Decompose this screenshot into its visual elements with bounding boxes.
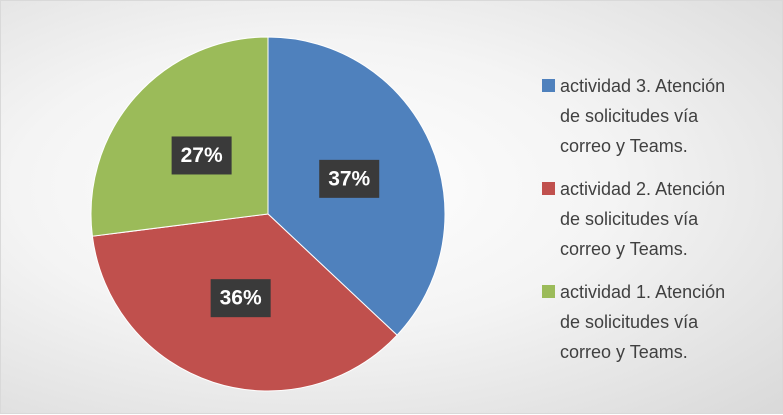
data-label-box [171,136,232,175]
legend-text: actividad 3. Atención de solicitudes vía… [560,76,726,156]
legend-item: actividad 3. Atención de solicitudes vía… [542,71,742,161]
legend-swatch [542,182,555,195]
data-label: 37% [328,167,370,190]
data-label-box [210,279,271,318]
legend-item: actividad 1. Atención de solicitudes vía… [542,277,742,367]
legend-swatch [542,285,555,298]
data-label: 27% [181,144,223,167]
legend-text: actividad 2. Atención de solicitudes vía… [560,179,726,259]
data-label: 36% [220,287,262,310]
legend: actividad 3. Atención de solicitudes vía… [542,71,742,380]
legend-swatch [542,79,555,92]
data-label-box [319,159,380,198]
legend-text: actividad 1. Atención de solicitudes vía… [560,282,726,362]
legend-item: actividad 2. Atención de solicitudes vía… [542,174,742,264]
